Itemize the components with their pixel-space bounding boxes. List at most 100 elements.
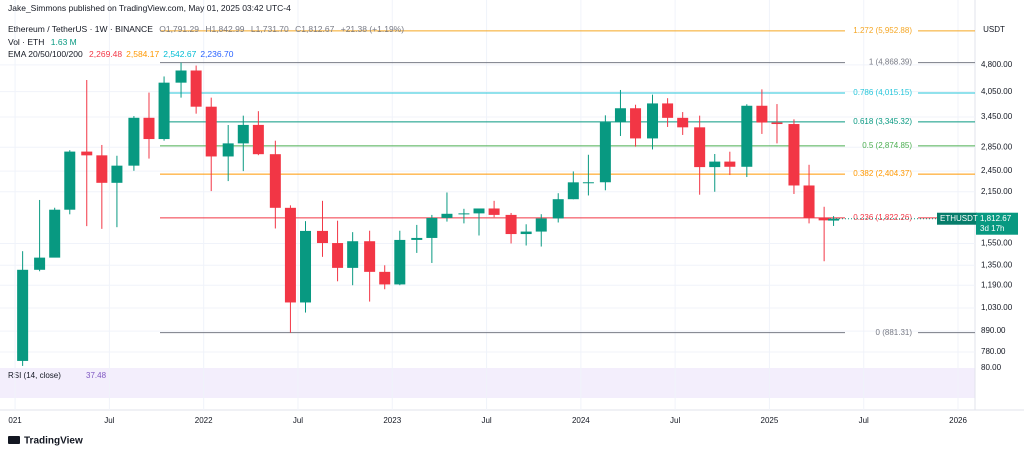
candle-body <box>96 155 108 183</box>
candle-body <box>567 182 579 200</box>
x-tick-label: 021 <box>8 416 22 425</box>
candle-body <box>552 199 564 219</box>
candle-body <box>158 82 170 140</box>
rsi-axis-label: 80.00 <box>981 363 1002 372</box>
footer-logo: TradingView <box>8 436 83 447</box>
y-tick-label: 890.00 <box>981 326 1006 335</box>
publisher: Jake_Simmons published on TradingView.co… <box>8 3 291 13</box>
candle-body <box>709 161 721 168</box>
price-tag-symbol: ETHUSDT <box>940 214 978 223</box>
candle-body <box>803 185 815 218</box>
ema-value: 2,584.17 <box>126 49 160 59</box>
candle-body <box>614 108 626 123</box>
candle-body <box>175 70 187 83</box>
candle-body <box>190 70 202 107</box>
y-tick-label: 1,550.00 <box>981 239 1013 248</box>
rsi-label: RSI (14, close) <box>8 371 61 380</box>
candle-body <box>677 117 689 128</box>
x-tick-label: 2022 <box>195 416 213 425</box>
candle-body <box>111 165 123 183</box>
y-tick-label: 2,850.00 <box>981 142 1013 151</box>
candle-body <box>49 209 61 258</box>
fib-label: 0 (881.31) <box>876 328 913 337</box>
candle-body <box>300 230 312 303</box>
candle-body <box>828 218 840 221</box>
x-tick-label: Jul <box>670 416 680 425</box>
y-tick-label: 1,030.00 <box>981 303 1013 312</box>
candle-body <box>316 230 328 244</box>
fib-label: 0.786 (4,015.15) <box>853 88 912 97</box>
volume-label: Vol · ETH <box>8 37 45 47</box>
candle-body <box>662 103 674 118</box>
symbol-line: Ethereum / TetherUS · 1W · BINANCE O1,79… <box>8 24 408 34</box>
candle-body <box>17 269 29 361</box>
y-tick-label: 2,450.00 <box>981 166 1013 175</box>
candle-body <box>473 208 485 214</box>
candle-body <box>237 124 249 144</box>
candle-body <box>411 237 423 240</box>
candle-body <box>269 154 281 208</box>
y-tick-label: 3,450.00 <box>981 112 1013 121</box>
candle-body <box>252 124 264 155</box>
x-tick-label: Jul <box>104 416 114 425</box>
low: L1,731.70 <box>250 24 289 34</box>
y-tick-label: 1,350.00 <box>981 260 1013 269</box>
candle-body <box>332 243 344 268</box>
x-tick-label: 2026 <box>949 416 967 425</box>
candle-body <box>535 218 547 232</box>
y-tick-label: 1,190.00 <box>981 280 1013 289</box>
candle-body <box>128 117 140 166</box>
x-tick-label: Jul <box>293 416 303 425</box>
ema-value: 2,236.70 <box>200 49 234 59</box>
x-tick-label: 2025 <box>761 416 779 425</box>
fib-label: 1.272 (5,952.88) <box>853 26 912 35</box>
ema-value: 2,269.48 <box>89 49 123 59</box>
ema-label: EMA 20/50/100/200 <box>8 49 83 59</box>
volume-line: Vol · ETH 1.63 M <box>8 37 81 47</box>
candle-body <box>426 217 438 238</box>
x-tick-label: 2023 <box>383 416 401 425</box>
price-tag-symbol-bg <box>937 212 977 225</box>
candle-body <box>364 241 376 272</box>
candle-body <box>205 106 217 157</box>
fib-label: 0.5 (2,874.85) <box>862 141 912 150</box>
candle-body <box>505 214 517 235</box>
candle-body <box>520 231 532 235</box>
candle-body <box>222 143 234 157</box>
open: O1,791.29 <box>159 24 199 34</box>
logo-mark <box>8 436 20 444</box>
candle-body <box>756 105 768 123</box>
y-tick-label: 4,050.00 <box>981 87 1013 96</box>
rsi-value: 37.48 <box>86 371 107 380</box>
change: +21.38 (+1.19%) <box>340 24 405 34</box>
candle-body <box>34 257 46 270</box>
candle-body <box>582 182 594 184</box>
fib-label: 1 (4,868.39) <box>869 58 912 67</box>
candle-body <box>488 208 500 215</box>
x-tick-label: 2024 <box>572 416 590 425</box>
candle-body <box>81 151 93 156</box>
fib-label: 0.236 (1,822.26) <box>853 213 912 222</box>
fib-label: 0.618 (3,345.32) <box>853 117 912 126</box>
y-tick-label: 4,800.00 <box>981 60 1013 69</box>
candle-body <box>379 271 391 285</box>
candle-body <box>724 161 736 167</box>
footer-brand: TradingView <box>24 436 83 447</box>
price-tag-value: 1,812.67 <box>980 214 1012 223</box>
grid <box>0 0 975 410</box>
y-tick-label: 780.00 <box>981 347 1006 356</box>
x-tick-label: Jul <box>481 416 491 425</box>
ema-line: EMA 20/50/100/200 2,269.48 2,584.17 2,542.… <box>8 49 237 59</box>
candle-body <box>64 151 76 210</box>
candle-body <box>818 217 830 221</box>
candle-body <box>143 117 155 140</box>
price-tag-countdown: 3d 17h <box>980 224 1004 233</box>
candle-body <box>347 241 359 268</box>
y-tick-label: 2,150.00 <box>981 187 1013 196</box>
candle-body <box>771 122 783 125</box>
candle-body <box>599 122 611 183</box>
candle-body <box>788 124 800 186</box>
candle-body <box>458 213 470 215</box>
